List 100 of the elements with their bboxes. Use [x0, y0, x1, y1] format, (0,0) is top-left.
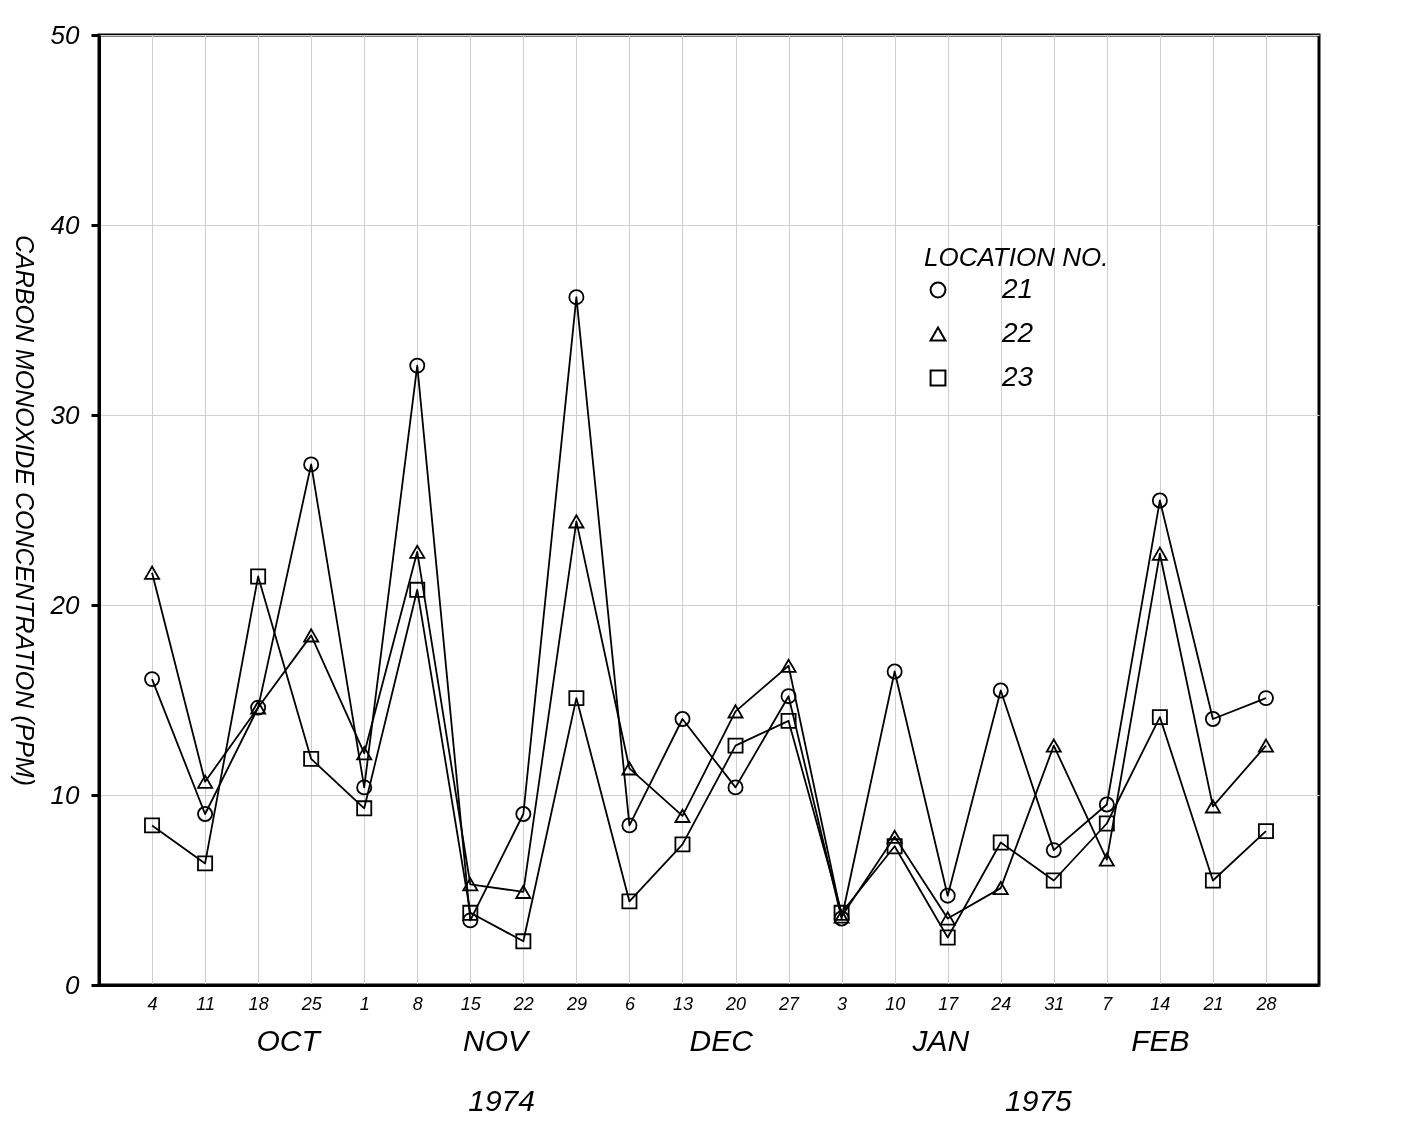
y-axis-title: CARBON MONOXIDE CONCENTRATION (PPM): [10, 235, 39, 786]
point: [939, 887, 956, 904]
x-tick-label: 13: [672, 993, 693, 1014]
y-tick-label: 40: [50, 209, 81, 240]
point: [992, 682, 1009, 699]
point: [197, 806, 214, 822]
x-tick-label: 1: [359, 993, 370, 1014]
x-tick-label: 10: [885, 993, 906, 1014]
point: [568, 690, 585, 707]
x-tick-label: 21: [1202, 993, 1224, 1014]
x-tick-label: 28: [1255, 993, 1277, 1014]
point: [515, 806, 532, 822]
x-tick-label: 29: [565, 993, 587, 1014]
point: [1098, 852, 1115, 867]
x-tick-label: 31: [1044, 993, 1065, 1014]
point: [886, 829, 903, 844]
point: [833, 904, 850, 921]
x-tick-label: 25: [300, 993, 323, 1014]
point: [1257, 823, 1274, 840]
point: [409, 544, 426, 559]
point: [939, 911, 956, 926]
point: [674, 836, 691, 853]
text: FEB: [1131, 1024, 1190, 1057]
point: [356, 746, 373, 761]
point: [356, 779, 373, 796]
point: [674, 808, 691, 823]
point: [250, 568, 267, 585]
point: [780, 658, 797, 673]
point: [1204, 711, 1221, 727]
point: [409, 357, 426, 374]
legend-label: 21: [1001, 273, 1034, 304]
point: [1151, 492, 1168, 509]
x-tick-label: 22: [512, 993, 534, 1014]
y-tick-label: 20: [49, 589, 81, 620]
y-tick-label: 50: [50, 19, 81, 50]
point: [886, 838, 903, 855]
x-tick-label: 11: [196, 993, 215, 1014]
text: NOV: [462, 1024, 531, 1057]
x-tick-label: 7: [1102, 993, 1114, 1014]
point: [1257, 690, 1274, 707]
point: [1098, 796, 1115, 813]
point: [992, 881, 1009, 896]
point: [197, 774, 214, 789]
point: [1098, 815, 1115, 832]
text: 1974: [468, 1084, 535, 1117]
x-tick-label: 3: [837, 993, 848, 1014]
x-tick-label: 15: [460, 993, 482, 1014]
point: [1204, 799, 1221, 814]
x-tick-label: 17: [938, 993, 960, 1014]
point: [727, 737, 744, 754]
text: 1975: [1005, 1084, 1073, 1117]
point: [1151, 546, 1168, 561]
legend-label: 23: [1001, 361, 1034, 392]
point: [303, 628, 320, 643]
point: [1045, 738, 1062, 753]
point: [780, 712, 797, 729]
point: [515, 884, 532, 899]
point: [1045, 842, 1062, 859]
legend-label: 22: [1001, 317, 1034, 348]
point: [303, 456, 320, 473]
point: [1045, 872, 1062, 889]
point: [1257, 738, 1274, 753]
point: [621, 893, 638, 910]
point: [462, 904, 479, 921]
point: [727, 704, 744, 719]
point: [939, 929, 956, 946]
x-tick-label: 18: [248, 993, 269, 1014]
point: [621, 761, 638, 776]
point: [1204, 872, 1221, 889]
x-tick-label: 6: [624, 993, 636, 1014]
text: OCT: [256, 1024, 323, 1057]
point: [992, 834, 1009, 851]
point: [144, 817, 161, 834]
point: [197, 855, 214, 872]
point: [515, 933, 532, 950]
point: [568, 514, 585, 529]
point: [462, 877, 479, 892]
point: [727, 779, 744, 796]
y-tick-label: 10: [50, 779, 81, 810]
x-tick-label: 4: [147, 993, 158, 1014]
y-tick-label: 0: [65, 969, 81, 1000]
x-tick-label: 20: [725, 993, 747, 1014]
y-tick-label: 30: [50, 399, 81, 430]
x-tick-label: 14: [1150, 993, 1171, 1014]
point: [144, 671, 161, 688]
point: [144, 565, 161, 580]
point: [462, 912, 479, 929]
point: [356, 800, 373, 817]
point: [568, 289, 585, 306]
point: [409, 581, 426, 598]
point: [886, 663, 903, 680]
point: [303, 750, 320, 767]
x-tick-label: 24: [990, 993, 1012, 1014]
legend-title: LOCATION NO.: [924, 242, 1109, 272]
point: [780, 688, 797, 705]
x-tick-label: 27: [778, 993, 801, 1014]
point: [621, 817, 638, 834]
point: [674, 711, 691, 727]
text: DEC: [689, 1024, 754, 1057]
x-tick-label: 8: [412, 993, 423, 1014]
